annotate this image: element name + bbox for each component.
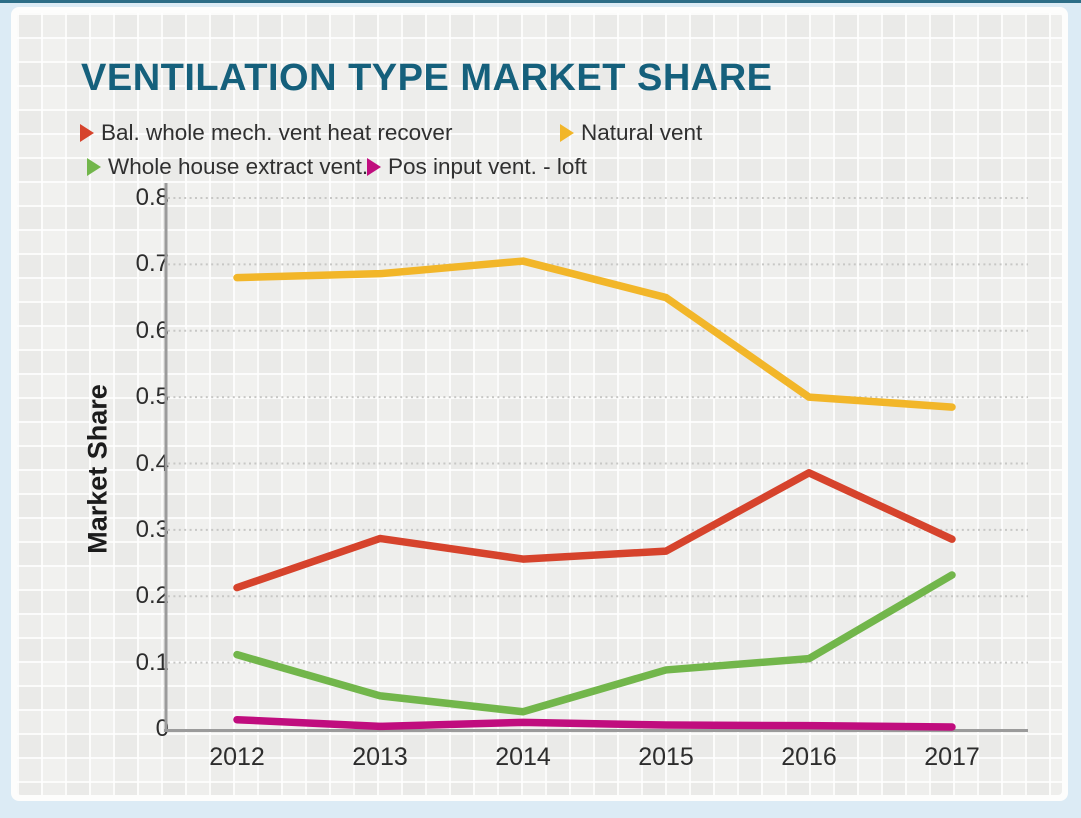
y-tick-label: 0.7	[135, 250, 169, 278]
y-tick-label: 0.1	[135, 648, 169, 676]
legend-label: Whole house extract vent.	[108, 154, 369, 179]
legend-label: Pos input vent. - loft	[388, 154, 587, 179]
x-tick-label: 2013	[352, 743, 408, 771]
y-tick-label: 0.4	[135, 449, 169, 477]
legend-item-natural-vent: Natural vent	[560, 119, 702, 147]
x-tick-label: 2012	[209, 743, 265, 771]
y-tick-label: 0.6	[135, 316, 169, 344]
y-tick-label: 0.3	[135, 515, 169, 543]
series-line-pos-input-vent-loft	[233, 715, 956, 731]
x-tick-label: 2017	[924, 743, 980, 771]
triangle-marker-icon	[87, 158, 101, 176]
series-line-natural-vent	[233, 257, 956, 411]
triangle-marker-icon	[367, 158, 381, 176]
triangle-marker-icon	[560, 124, 574, 142]
y-tick-label: 0.2	[135, 582, 169, 610]
series-line-whole-house-extract-vent	[233, 571, 956, 716]
triangle-marker-icon	[80, 124, 94, 142]
x-tick-label: 2015	[638, 743, 694, 771]
chart-title: VENTILATION TYPE MARKET SHARE	[81, 57, 773, 99]
top-accent-bar	[0, 0, 1081, 3]
legend-label: Bal. whole mech. vent heat recover	[101, 120, 453, 145]
legend-label: Natural vent	[581, 120, 703, 145]
legend-item-bal-whole-mech-vent-heat-recover: Bal. whole mech. vent heat recover	[80, 119, 452, 147]
series-line-bal-whole-mech-vent-heat-recover	[233, 469, 956, 592]
legend-item-whole-house-extract-vent: Whole house extract vent.	[87, 153, 368, 181]
x-tick-label: 2016	[781, 743, 837, 771]
legend-item-pos-input-vent-loft: Pos input vent. - loft	[367, 153, 587, 181]
y-tick-label: 0.5	[135, 383, 169, 411]
y-tick-label: 0.8	[135, 184, 169, 211]
x-tick-label: 2014	[495, 743, 551, 771]
